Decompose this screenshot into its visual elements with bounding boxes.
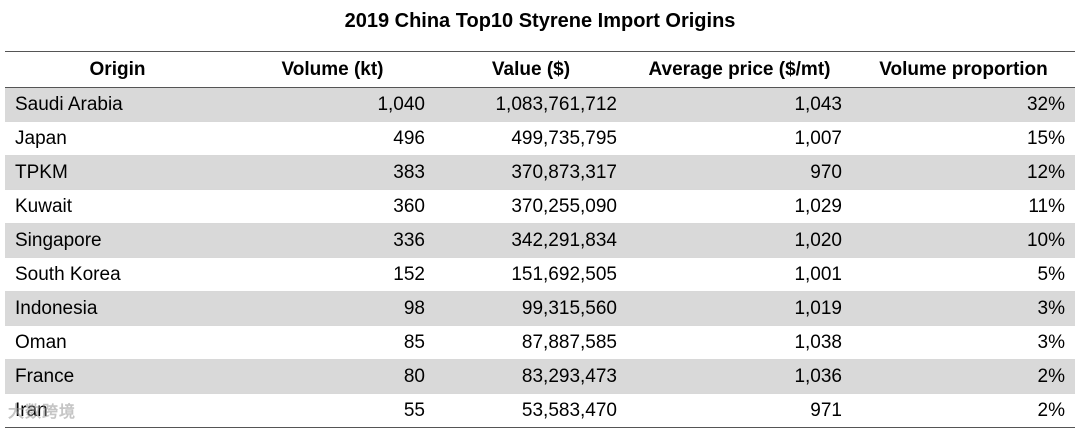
column-header-volume-proportion: Volume proportion bbox=[852, 51, 1075, 88]
cell-average-price: 1,001 bbox=[627, 257, 852, 292]
cell-origin: Iran bbox=[5, 393, 230, 428]
table-row: Singapore 336 342,291,834 1,020 10% bbox=[5, 223, 1075, 258]
cell-value: 342,291,834 bbox=[435, 223, 627, 258]
cell-average-price: 970 bbox=[627, 155, 852, 190]
table-title: 2019 China Top10 Styrene Import Origins bbox=[344, 10, 736, 32]
cell-volume: 55 bbox=[230, 393, 435, 428]
column-header-origin: Origin bbox=[5, 51, 230, 88]
cell-value: 151,692,505 bbox=[435, 257, 627, 292]
column-header-volume: Volume (kt) bbox=[230, 51, 435, 88]
table-header-row: Origin Volume (kt) Value ($) Average pri… bbox=[5, 51, 1075, 88]
cell-value: 370,873,317 bbox=[435, 155, 627, 190]
cell-volume-proportion: 15% bbox=[852, 121, 1075, 156]
column-header-average-price: Average price ($/mt) bbox=[627, 51, 852, 88]
table-row: TPKM 383 370,873,317 970 12% bbox=[5, 155, 1075, 190]
cell-volume: 80 bbox=[230, 359, 435, 394]
cell-average-price: 1,038 bbox=[627, 325, 852, 360]
cell-origin: Kuwait bbox=[5, 189, 230, 224]
table-row: Saudi Arabia 1,040 1,083,761,712 1,043 3… bbox=[5, 87, 1075, 122]
table-row: Kuwait 360 370,255,090 1,029 11% bbox=[5, 189, 1075, 224]
cell-volume: 336 bbox=[230, 223, 435, 258]
cell-average-price: 1,019 bbox=[627, 291, 852, 326]
cell-volume-proportion: 2% bbox=[852, 359, 1075, 394]
cell-origin: TPKM bbox=[5, 155, 230, 190]
cell-value: 499,735,795 bbox=[435, 121, 627, 156]
table-row: France 80 83,293,473 1,036 2% bbox=[5, 359, 1075, 394]
cell-volume-proportion: 32% bbox=[852, 87, 1075, 122]
cell-average-price: 1,036 bbox=[627, 359, 852, 394]
cell-average-price: 1,007 bbox=[627, 121, 852, 156]
cell-volume: 360 bbox=[230, 189, 435, 224]
table-row: South Korea 152 151,692,505 1,001 5% bbox=[5, 257, 1075, 292]
cell-volume: 496 bbox=[230, 121, 435, 156]
cell-origin: France bbox=[5, 359, 230, 394]
cell-volume: 152 bbox=[230, 257, 435, 292]
cell-volume-proportion: 2% bbox=[852, 393, 1075, 428]
table-row: Oman 85 87,887,585 1,038 3% bbox=[5, 325, 1075, 360]
table-row: Indonesia 98 99,315,560 1,019 3% bbox=[5, 291, 1075, 326]
cell-origin: Japan bbox=[5, 121, 230, 156]
cell-average-price: 1,029 bbox=[627, 189, 852, 224]
cell-origin: Singapore bbox=[5, 223, 230, 258]
cell-value: 1,083,761,712 bbox=[435, 87, 627, 122]
cell-average-price: 1,020 bbox=[627, 223, 852, 258]
cell-volume-proportion: 3% bbox=[852, 325, 1075, 360]
cell-volume-proportion: 12% bbox=[852, 155, 1075, 190]
cell-volume: 85 bbox=[230, 325, 435, 360]
cell-value: 53,583,470 bbox=[435, 393, 627, 428]
cell-volume: 1,040 bbox=[230, 87, 435, 122]
cell-value: 99,315,560 bbox=[435, 291, 627, 326]
cell-volume-proportion: 10% bbox=[852, 223, 1075, 258]
cell-origin: Indonesia bbox=[5, 291, 230, 326]
cell-value: 87,887,585 bbox=[435, 325, 627, 360]
cell-value: 83,293,473 bbox=[435, 359, 627, 394]
cell-volume-proportion: 11% bbox=[852, 189, 1075, 224]
cell-volume-proportion: 5% bbox=[852, 257, 1075, 292]
cell-volume: 383 bbox=[230, 155, 435, 190]
table-row: Iran 55 53,583,470 971 2% bbox=[5, 393, 1075, 428]
cell-volume: 98 bbox=[230, 291, 435, 326]
cell-origin: Saudi Arabia bbox=[5, 87, 230, 122]
column-header-value: Value ($) bbox=[435, 51, 627, 88]
cell-origin: Oman bbox=[5, 325, 230, 360]
cell-value: 370,255,090 bbox=[435, 189, 627, 224]
table-row: Japan 496 499,735,795 1,007 15% bbox=[5, 121, 1075, 156]
cell-origin: South Korea bbox=[5, 257, 230, 292]
cell-volume-proportion: 3% bbox=[852, 291, 1075, 326]
import-origins-table: Origin Volume (kt) Value ($) Average pri… bbox=[5, 51, 1075, 428]
cell-average-price: 1,043 bbox=[627, 87, 852, 122]
cell-average-price: 971 bbox=[627, 393, 852, 428]
